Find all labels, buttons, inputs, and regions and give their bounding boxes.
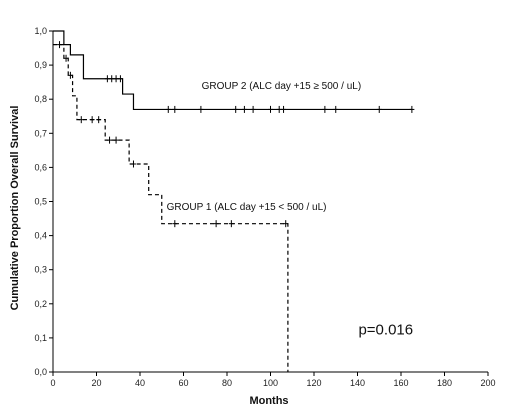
x-tick-label: 80 <box>222 378 232 388</box>
x-tick-label: 160 <box>393 378 408 388</box>
series-group <box>53 41 289 372</box>
y-tick-label: 0,8 <box>34 94 47 104</box>
y-tick-label: 1,0 <box>34 26 47 36</box>
y-axis-title: Cumulative Proportion Overall Survival <box>9 106 21 311</box>
series-group <box>53 30 415 113</box>
y-tick-label: 0,3 <box>34 265 47 275</box>
series-layer <box>53 30 415 372</box>
y-tick-label: 0,9 <box>34 60 47 70</box>
x-tick-label: 140 <box>350 378 365 388</box>
series-line <box>53 30 412 111</box>
x-tick-label: 200 <box>480 378 495 388</box>
x-tick-label: 0 <box>50 378 55 388</box>
p-value-label: p=0.016 <box>358 321 413 338</box>
y-tick-label: 0,0 <box>34 367 47 377</box>
y-tick-label: 0,6 <box>34 162 47 172</box>
x-tick-label: 100 <box>263 378 278 388</box>
y-tick-label: 0,2 <box>34 299 47 309</box>
group-label: GROUP 2 (ALC day +15 ≥ 500 / uL) <box>202 81 362 92</box>
group-label: GROUP 1 (ALC day +15 < 500 / uL) <box>167 202 327 213</box>
x-tick-label: 40 <box>135 378 145 388</box>
x-axis-title: Months <box>249 395 288 407</box>
y-tick-label: 0,1 <box>34 333 47 343</box>
axes: 0,0 0,1 0,2 0,3 0,4 0,5 0,6 0,7 0,8 0,9 1,0 0 20 40 60… <box>34 26 495 388</box>
x-tick-label: 180 <box>437 378 452 388</box>
y-tick-label: 0,4 <box>34 231 47 241</box>
annotation-layer: GROUP 2 (ALC day +15 ≥ 500 / uL) GROUP 1 … <box>167 81 413 339</box>
x-tick-label: 120 <box>306 378 321 388</box>
y-tick-label: 0,5 <box>34 197 47 207</box>
x-tick-label: 60 <box>178 378 188 388</box>
x-tick-label: 20 <box>91 378 101 388</box>
y-tick-label: 0,7 <box>34 128 47 138</box>
